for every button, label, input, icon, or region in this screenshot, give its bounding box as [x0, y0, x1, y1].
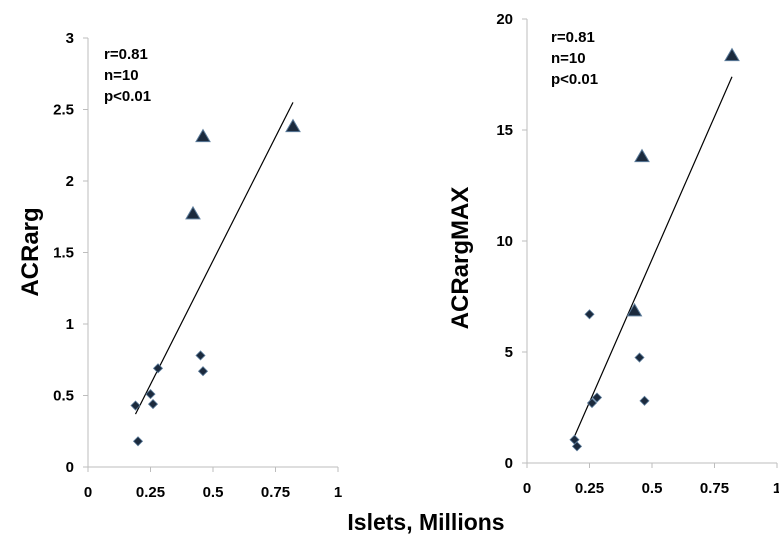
- y-tick-label: 0: [505, 455, 513, 472]
- stats-annotation: r=0.81: [551, 29, 595, 46]
- y-tick-label: 10: [496, 233, 513, 250]
- x-tick-label: 0: [523, 480, 531, 497]
- x-tick-label: 0: [84, 484, 92, 501]
- y-tick-label: 20: [496, 11, 513, 28]
- y-axis-label: ACRargMAX: [447, 187, 474, 330]
- data-point-diamond: [591, 392, 603, 403]
- data-point-diamond: [145, 389, 156, 400]
- x-tick-label: 0.5: [642, 480, 663, 497]
- y-tick-label: 3: [66, 30, 74, 47]
- y-tick-label: 0.5: [53, 388, 74, 405]
- x-tick-label: 1: [334, 484, 342, 501]
- trendline: [134, 102, 294, 415]
- data-point-diamond: [586, 397, 598, 409]
- y-tick-label: 2: [66, 173, 74, 190]
- trendline: [573, 76, 733, 437]
- y-tick-label: 2.5: [53, 102, 74, 119]
- x-tick-label: 1: [773, 480, 779, 497]
- x-tick-label: 0.25: [575, 480, 604, 497]
- data-point-triangle: [185, 205, 201, 220]
- y-tick-label: 1: [66, 316, 74, 333]
- data-point-diamond: [571, 441, 583, 452]
- data-point-triangle: [724, 47, 740, 62]
- data-point-diamond: [195, 350, 206, 361]
- data-point-triangle: [634, 148, 650, 163]
- data-point-diamond: [197, 366, 209, 377]
- x-tick-label: 0.75: [700, 480, 729, 497]
- y-tick-label: 15: [496, 122, 513, 139]
- stats-annotation: p<0.01: [551, 71, 598, 88]
- data-point-triangle: [195, 128, 211, 143]
- x-tick-label: 0.5: [203, 484, 224, 501]
- data-point-diamond: [152, 363, 164, 374]
- data-point-diamond: [130, 400, 141, 411]
- data-point-diamond: [584, 309, 595, 320]
- data-point-diamond: [147, 399, 159, 410]
- data-point-triangle: [285, 118, 301, 133]
- stats-annotation: n=10: [551, 50, 586, 67]
- x-tick-label: 0.25: [136, 484, 165, 501]
- shared-x-axis-label: Islets, Millions: [347, 509, 504, 535]
- stats-annotation: n=10: [104, 67, 139, 84]
- data-point-diamond: [634, 352, 645, 363]
- chart-left: 0 0.5 1 1.5 2 2.5 3 0 0.25 0.5 0.75 1 ACRarg r=0.81 n=…: [17, 30, 342, 501]
- y-tick-label: 1.5: [53, 245, 74, 262]
- stats-annotation: r=0.81: [104, 46, 148, 63]
- chart-right: 0 5 10 15 20 0 0.25 0.5 0.75 1 ACRargMAX r=0.81 n=10…: [447, 11, 779, 497]
- x-tick-label: 0.75: [261, 484, 290, 501]
- data-point-diamond: [132, 436, 144, 447]
- y-tick-label: 5: [505, 344, 513, 361]
- stats-annotation: p<0.01: [104, 88, 151, 105]
- y-tick-label: 0: [66, 459, 74, 476]
- data-point-diamond: [639, 395, 650, 406]
- y-axis-label: ACRarg: [17, 207, 44, 296]
- data-point-triangle: [626, 302, 643, 317]
